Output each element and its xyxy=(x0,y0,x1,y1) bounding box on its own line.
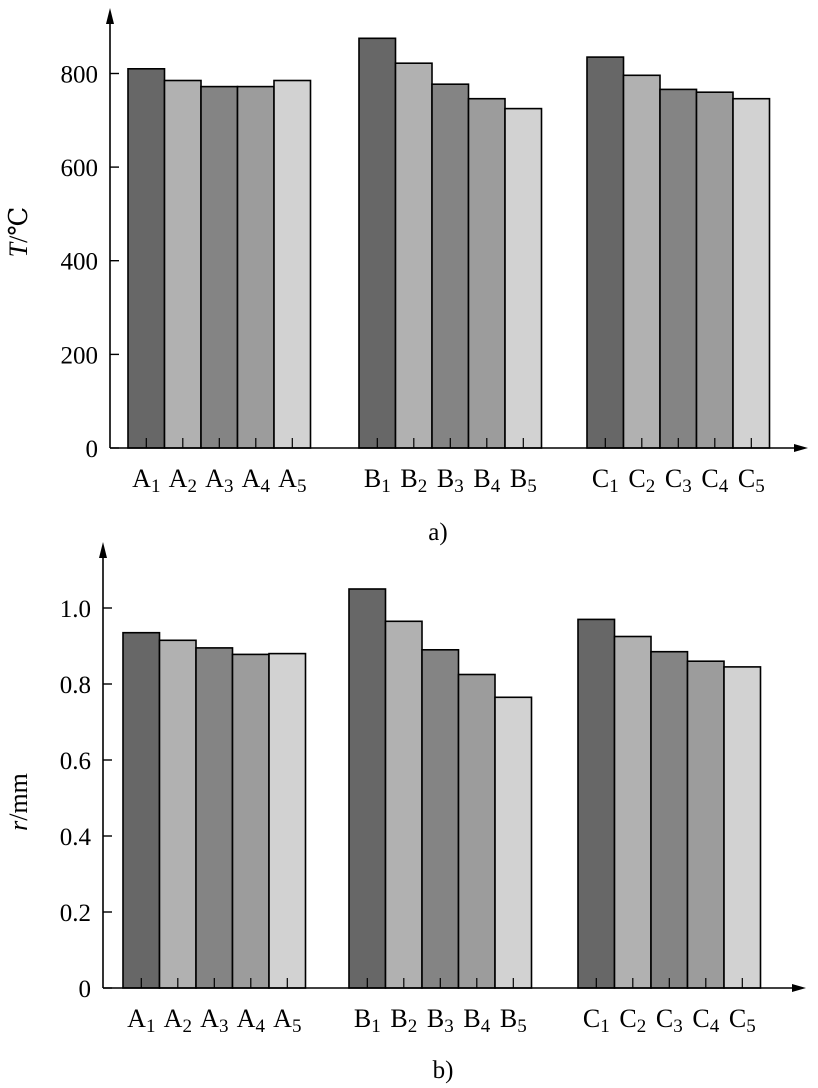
category-label: A3 xyxy=(205,464,233,497)
category-label: A1 xyxy=(132,464,160,497)
category-label: C5 xyxy=(729,1004,756,1037)
category-label: B2 xyxy=(390,1004,417,1037)
bar-c5 xyxy=(723,666,762,989)
y-tick-label: 200 xyxy=(61,342,99,369)
y-tick-label: 1.0 xyxy=(60,596,91,623)
category-label: C2 xyxy=(628,464,655,497)
category-label: C1 xyxy=(592,464,619,497)
category-label: C3 xyxy=(665,464,692,497)
category-label: B5 xyxy=(500,1004,527,1037)
category-label: A4 xyxy=(237,1004,266,1037)
bar-a3 xyxy=(200,85,239,449)
category-label: B3 xyxy=(427,1004,454,1037)
category-label: A4 xyxy=(242,464,271,497)
y-tick-label: 600 xyxy=(61,155,99,182)
bar-b1 xyxy=(348,588,387,989)
category-label: A3 xyxy=(200,1004,228,1037)
category-label: A2 xyxy=(169,464,197,497)
category-label: B4 xyxy=(463,1004,490,1037)
bar-b4 xyxy=(467,97,506,449)
bar-b5 xyxy=(494,696,533,989)
bar-c1 xyxy=(577,618,616,989)
x-axis-arrow xyxy=(792,984,806,992)
bar-c3 xyxy=(650,650,689,989)
category-label: A5 xyxy=(278,464,306,497)
bar-c2 xyxy=(622,74,661,449)
bar-a3 xyxy=(195,647,234,989)
bar-b2 xyxy=(384,620,423,989)
category-label: C4 xyxy=(692,1004,719,1037)
y-tick-label: 0 xyxy=(79,976,92,1003)
category-label: C1 xyxy=(583,1004,610,1037)
y-tick-label: 0 xyxy=(86,436,99,463)
category-label: B1 xyxy=(364,464,391,497)
bar-a1 xyxy=(122,631,161,989)
category-label: C5 xyxy=(738,464,765,497)
category-label: A2 xyxy=(164,1004,192,1037)
category-label: B3 xyxy=(437,464,464,497)
y-axis-label: T/℃ xyxy=(4,207,33,258)
category-label: C3 xyxy=(656,1004,683,1037)
category-label: C2 xyxy=(619,1004,646,1037)
bar-a2 xyxy=(163,79,202,449)
bar-b3 xyxy=(421,648,460,989)
category-label: B1 xyxy=(354,1004,381,1037)
y-axis-arrow xyxy=(106,8,114,24)
bar-a4 xyxy=(236,85,275,449)
bar-c3 xyxy=(659,88,698,449)
y-tick-label: 0.8 xyxy=(60,672,91,699)
bar-c1 xyxy=(586,56,625,449)
bar-b1 xyxy=(358,37,397,449)
bar-b2 xyxy=(394,62,433,449)
bar-a4 xyxy=(231,653,270,989)
bar-b5 xyxy=(504,107,543,449)
category-label: C4 xyxy=(701,464,728,497)
category-label: A5 xyxy=(273,1004,301,1037)
bar-a5 xyxy=(268,652,307,989)
bar-b3 xyxy=(431,83,470,449)
category-label: A1 xyxy=(127,1004,155,1037)
category-label: B2 xyxy=(400,464,427,497)
bar-c2 xyxy=(613,635,652,989)
y-tick-label: 400 xyxy=(61,249,99,276)
category-label: B4 xyxy=(473,464,500,497)
bar-a1 xyxy=(127,68,166,449)
bar-c4 xyxy=(686,660,725,989)
y-axis-label: r/mm xyxy=(4,773,33,831)
bar-c5 xyxy=(732,97,771,449)
panel-label: a) xyxy=(428,519,447,546)
y-tick-label: 0.2 xyxy=(60,900,91,927)
y-tick-label: 0.4 xyxy=(60,824,92,851)
y-tick-label: 800 xyxy=(61,62,99,89)
bar-c4 xyxy=(695,91,734,449)
category-label: B5 xyxy=(510,464,537,497)
y-tick-label: 0.6 xyxy=(60,748,91,775)
panel-label: b) xyxy=(433,1057,454,1084)
x-axis-arrow xyxy=(794,444,808,452)
y-axis-arrow xyxy=(99,542,107,558)
bar-a2 xyxy=(158,639,197,989)
bar-b4 xyxy=(457,673,496,989)
bar-a5 xyxy=(273,79,312,449)
